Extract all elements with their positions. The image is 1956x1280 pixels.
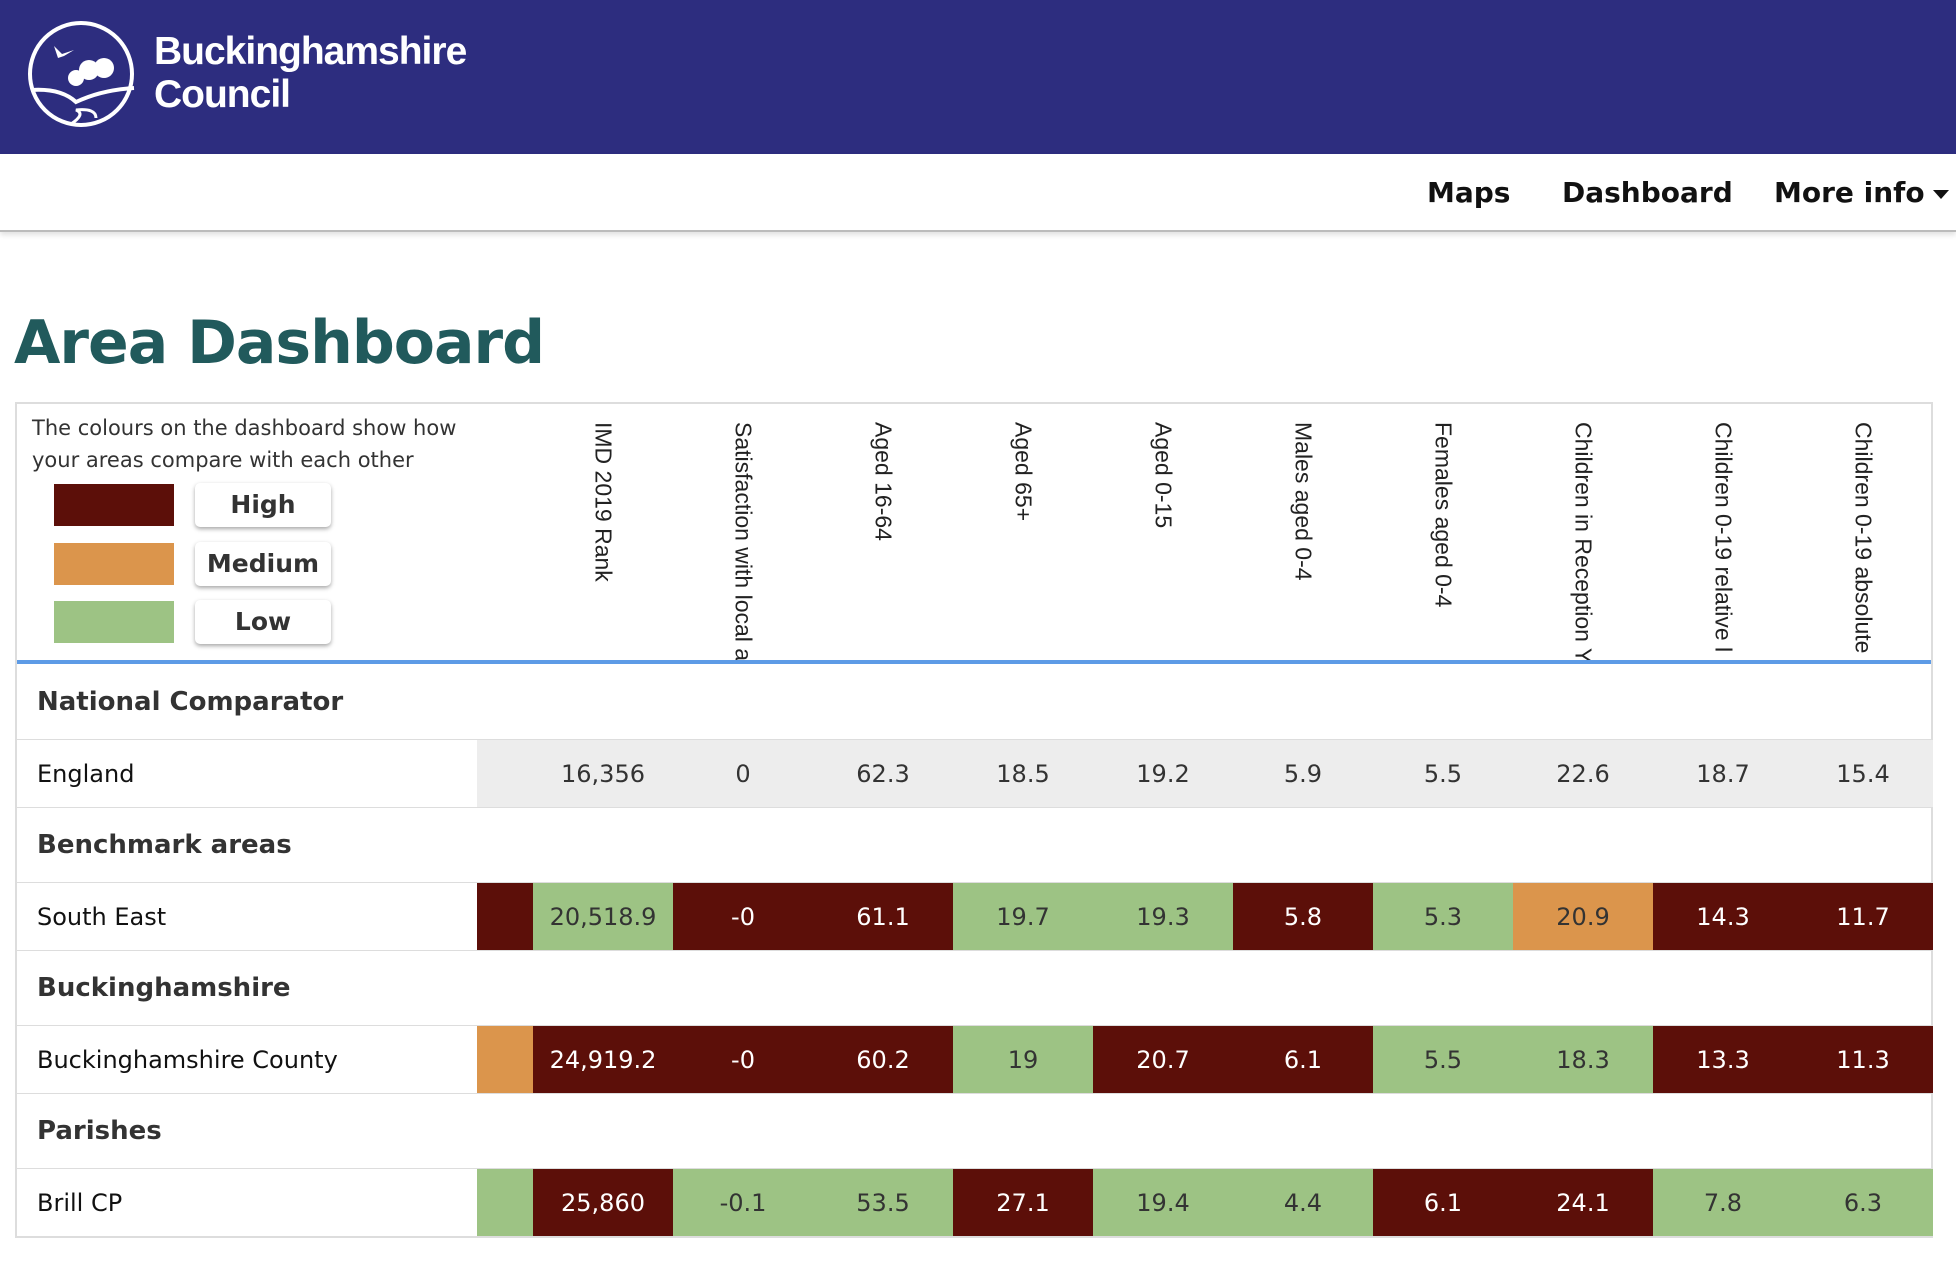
- legend-medium-button[interactable]: Medium: [195, 542, 331, 586]
- column-header[interactable]: Aged 16-64: [813, 422, 953, 662]
- section-heading: Buckinghamshire: [37, 973, 291, 1003]
- value-cell[interactable]: 20.7: [1093, 1026, 1233, 1093]
- brand-name[interactable]: Buckinghamshire Council: [154, 30, 467, 116]
- column-header[interactable]: Males aged 0-4: [1233, 422, 1373, 662]
- column-header[interactable]: IMD 2019 Rank: [533, 422, 673, 662]
- value-cell[interactable]: 19.2: [1093, 740, 1233, 807]
- council-logo-icon[interactable]: [26, 18, 136, 130]
- column-header-label: Children 0-19 absolute: [1850, 422, 1877, 654]
- indicator-cell: [477, 1169, 533, 1236]
- value-cell[interactable]: 20,518.9: [533, 883, 673, 950]
- row-label[interactable]: Brill CP: [17, 1169, 477, 1236]
- value-cell[interactable]: 27.1: [953, 1169, 1093, 1236]
- section-heading: Parishes: [37, 1116, 162, 1146]
- column-header[interactable]: Children 0-19 relative l: [1653, 422, 1793, 662]
- row-label[interactable]: England: [17, 740, 477, 807]
- column-header-label: Aged 16-64: [870, 422, 897, 541]
- column-header-label: Satisfaction with local a: [730, 422, 757, 662]
- value-cell[interactable]: 0: [673, 740, 813, 807]
- value-cell[interactable]: 20.9: [1513, 883, 1653, 950]
- value-cell[interactable]: 18.3: [1513, 1026, 1653, 1093]
- table-row[interactable]: Buckinghamshire County 24,919.2 -0 60.2 19 20…: [17, 1025, 1933, 1094]
- indicator-cell: [477, 883, 533, 950]
- value-cell[interactable]: 19.7: [953, 883, 1093, 950]
- value-cell[interactable]: -0.1: [673, 1169, 813, 1236]
- column-header[interactable]: Aged 65+: [953, 422, 1093, 662]
- indicator-cell: [477, 1026, 533, 1093]
- value-cell[interactable]: 6.3: [1793, 1169, 1933, 1236]
- value-cell[interactable]: 53.5: [813, 1169, 953, 1236]
- value-cell[interactable]: 7.8: [1653, 1169, 1793, 1236]
- row-label[interactable]: South East: [17, 883, 477, 950]
- value-cell[interactable]: 5.5: [1373, 740, 1513, 807]
- value-cell[interactable]: 6.1: [1233, 1026, 1373, 1093]
- value-cell[interactable]: 15.4: [1793, 740, 1933, 807]
- value-cell[interactable]: 24,919.2: [533, 1026, 673, 1093]
- value-cell[interactable]: -0: [673, 883, 813, 950]
- column-header-label: IMD 2019 Rank: [590, 422, 617, 582]
- value-cell[interactable]: 13.3: [1653, 1026, 1793, 1093]
- column-header[interactable]: Children 0-19 absolute: [1793, 422, 1933, 662]
- value-cell[interactable]: 11.7: [1793, 883, 1933, 950]
- nav-more-info[interactable]: More info: [1774, 176, 1949, 209]
- table-row[interactable]: Brill CP 25,860 -0.1 53.5 27.1 19.4 4.4 6.1 24.1…: [17, 1168, 1933, 1237]
- table-row[interactable]: South East 20,518.9 -0 61.1 19.7 19.3 5.8 5.3 20…: [17, 882, 1933, 951]
- column-header-label: Females aged 0-4: [1430, 422, 1457, 608]
- value-cell[interactable]: 6.1: [1373, 1169, 1513, 1236]
- section-heading: National Comparator: [37, 687, 344, 717]
- legend-text: The colours on the dashboard show how yo…: [32, 416, 457, 472]
- value-cell[interactable]: 5.3: [1373, 883, 1513, 950]
- column-header-label: Males aged 0-4: [1290, 422, 1317, 581]
- value-cell[interactable]: 5.9: [1233, 740, 1373, 807]
- column-header-label: Aged 65+: [1010, 422, 1037, 522]
- value-cell[interactable]: 61.1: [813, 883, 953, 950]
- value-cell[interactable]: 11.3: [1793, 1026, 1933, 1093]
- value-cell[interactable]: 24.1: [1513, 1169, 1653, 1236]
- table-row[interactable]: England 16,356 0 62.3 18.5 19.2 5.9 5.5 22.6 18.7…: [17, 739, 1933, 808]
- legend-low-button[interactable]: Low: [195, 600, 331, 644]
- column-header-label: Children in Reception Y: [1570, 422, 1597, 662]
- value-cell[interactable]: 14.3: [1653, 883, 1793, 950]
- value-cell[interactable]: 60.2: [813, 1026, 953, 1093]
- column-header[interactable]: Aged 0-15: [1093, 422, 1233, 662]
- legend-swatch-high: [54, 484, 174, 526]
- indicator-cell: [477, 740, 533, 807]
- caret-down-icon: [1932, 189, 1949, 199]
- value-cell[interactable]: 18.7: [1653, 740, 1793, 807]
- value-cell[interactable]: -0: [673, 1026, 813, 1093]
- legend-swatch-medium: [54, 543, 174, 585]
- column-header[interactable]: Satisfaction with local a: [673, 422, 813, 662]
- header-divider: [17, 660, 1931, 664]
- column-header-label: Aged 0-15: [1150, 422, 1177, 529]
- value-cell[interactable]: 5.8: [1233, 883, 1373, 950]
- value-cell[interactable]: 19.4: [1093, 1169, 1233, 1236]
- column-header[interactable]: Females aged 0-4: [1373, 422, 1513, 662]
- site-header: Buckinghamshire Council: [0, 0, 1956, 154]
- column-header[interactable]: Children in Reception Y: [1513, 422, 1653, 662]
- nav-bar: Maps Dashboard More info: [0, 154, 1956, 232]
- value-cell[interactable]: 4.4: [1233, 1169, 1373, 1236]
- value-cell[interactable]: 16,356: [533, 740, 673, 807]
- value-cell[interactable]: 5.5: [1373, 1026, 1513, 1093]
- column-header-label: Children 0-19 relative l: [1710, 422, 1737, 653]
- brand-line-2: Council: [154, 73, 291, 116]
- row-label[interactable]: Buckinghamshire County: [17, 1026, 477, 1093]
- section-heading: Benchmark areas: [37, 830, 292, 860]
- value-cell[interactable]: 18.5: [953, 740, 1093, 807]
- value-cell[interactable]: 62.3: [813, 740, 953, 807]
- legend-swatch-low: [54, 601, 174, 643]
- value-cell[interactable]: 19: [953, 1026, 1093, 1093]
- brand-line-1: Buckinghamshire: [154, 30, 467, 73]
- nav-more-info-label: More info: [1774, 176, 1925, 209]
- value-cell[interactable]: 25,860: [533, 1169, 673, 1236]
- dashboard-table: [15, 402, 1933, 1238]
- nav-maps[interactable]: Maps: [1427, 176, 1511, 209]
- value-cell[interactable]: 22.6: [1513, 740, 1653, 807]
- value-cell[interactable]: 19.3: [1093, 883, 1233, 950]
- legend-high-button[interactable]: High: [195, 483, 331, 527]
- nav-dashboard[interactable]: Dashboard: [1562, 176, 1733, 209]
- page-title: Area Dashboard: [14, 308, 545, 378]
